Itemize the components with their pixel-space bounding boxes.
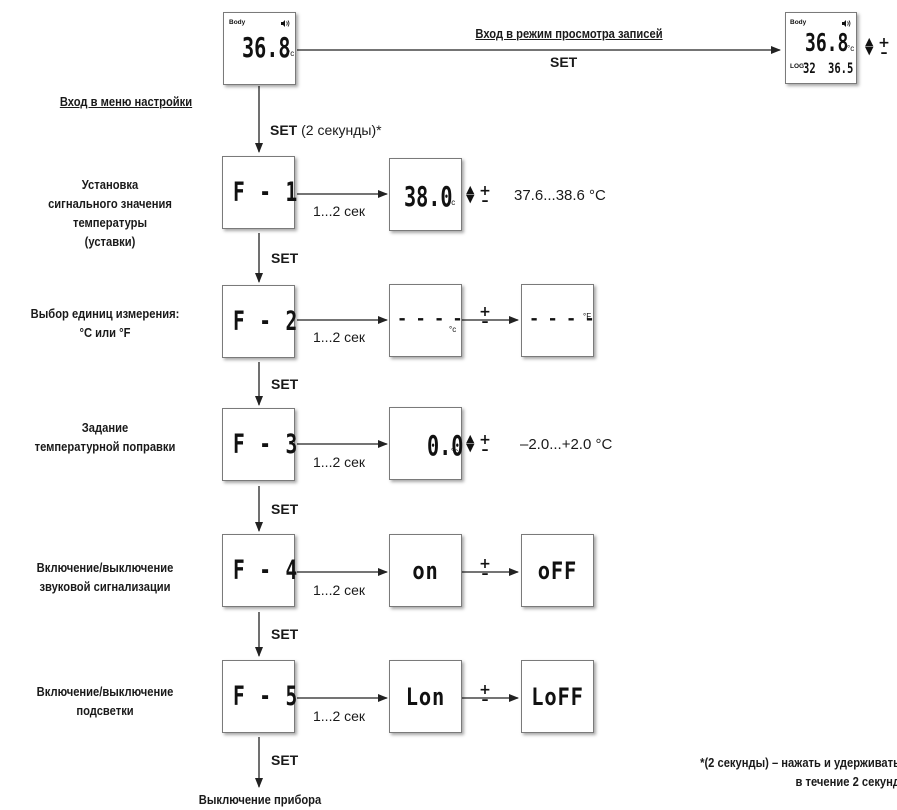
- log-label: LOG: [790, 63, 805, 70]
- step-delay-f4: 1...2 сек: [313, 582, 366, 598]
- step-code-f5: F - 5: [232, 681, 299, 712]
- log-reading: 36.8: [805, 28, 849, 57]
- value-f5: Lon: [405, 683, 446, 711]
- setup-menu-title: Вход в меню настройки: [59, 94, 193, 109]
- f1-plus-minus: + –: [479, 183, 491, 209]
- set-key-f3: SET: [271, 501, 299, 517]
- step-code-f1: F - 1: [232, 177, 299, 208]
- value-unit-f3: °c: [451, 447, 459, 456]
- log-unit: °c: [847, 44, 855, 53]
- up-down-icon: ▲ ▼: [865, 35, 874, 57]
- value-box-f4-alt: oFF: [521, 534, 594, 607]
- f5-plus-minus: + –: [479, 682, 491, 708]
- log-mode-key: SET: [550, 54, 578, 70]
- log-value: 36.5: [828, 61, 854, 77]
- step-box-f5: F - 5: [222, 660, 299, 733]
- value-unit-f2: °c: [449, 325, 457, 334]
- range-f1: 37.6...38.6 °C: [514, 187, 606, 204]
- f3-arrows: ▲ ▼: [466, 432, 475, 454]
- step-delay-f1: 1...2 сек: [313, 203, 366, 219]
- set-key-f4: SET: [271, 626, 299, 642]
- log-index: 32: [803, 61, 816, 77]
- log-nav-arrows: ▲ ▼: [865, 35, 874, 57]
- value-f4: on: [412, 557, 439, 585]
- value-f1: 38.0: [404, 180, 453, 213]
- step-box-f1: F - 1: [222, 156, 299, 229]
- value-f5-alt: LoFF: [531, 683, 584, 711]
- log-body-label: Body: [790, 19, 807, 26]
- up-down-icon: ▲ ▼: [466, 183, 475, 205]
- up-down-icon: ▲ ▼: [466, 432, 475, 454]
- speaker-icon: [281, 20, 290, 27]
- step-box-f4: F - 4: [222, 534, 299, 607]
- display-unit: °c: [287, 49, 295, 58]
- enter-menu-key: SET: [270, 122, 298, 138]
- value-unit-f1: °c: [448, 198, 456, 207]
- value-f2: - - - -: [397, 309, 463, 329]
- final-label: Выключение прибора: [198, 792, 322, 807]
- f3-plus-minus: + –: [479, 432, 491, 458]
- step-box-f3: F - 3: [222, 408, 299, 481]
- value-box-f2-alt: - - - - °F: [521, 284, 595, 357]
- display-log: Body 36.8 °c LOG 32 36.5: [785, 12, 857, 84]
- enter-menu-hold: (2 секунды)*: [297, 122, 382, 138]
- step-delay-f3: 1...2 сек: [313, 454, 366, 470]
- step-delay-f2: 1...2 сек: [313, 329, 366, 345]
- footnote: *(2 секунды) – нажать и удерживать в теч…: [700, 755, 897, 789]
- value-box-f3: 0.0 °c: [389, 407, 464, 480]
- f1-arrows: ▲ ▼: [466, 183, 475, 205]
- step-label-f1: Установка сигнального значения температу…: [48, 177, 172, 249]
- step-code-f2: F - 2: [232, 306, 299, 337]
- display-body-label: Body: [229, 19, 246, 26]
- range-f3: –2.0...+2.0 °C: [520, 436, 613, 453]
- step-label-f5: Включение/выключение подсветки: [36, 684, 174, 718]
- enter-menu-instruction: SET (2 секунды)*: [270, 122, 382, 140]
- value-f4-alt: oFF: [537, 557, 578, 585]
- set-key-f2: SET: [271, 376, 299, 392]
- display-reading: 36.8: [242, 31, 291, 64]
- log-mode-title: Вход в режим просмотра записей: [475, 26, 663, 41]
- step-label-f2: Выбор единиц измерения: °C или °F: [30, 306, 180, 340]
- speaker-icon: [842, 20, 851, 27]
- step-code-f3: F - 3: [232, 429, 299, 460]
- f2-plus-minus: + –: [479, 304, 491, 330]
- display-main: Body 36.8 °c: [223, 12, 296, 85]
- f4-plus-minus: + –: [479, 556, 491, 582]
- value-box-f1: 38.0 °c: [389, 158, 462, 231]
- step-box-f2: F - 2: [222, 285, 299, 358]
- value-box-f4: on: [389, 534, 462, 607]
- value-f2-alt: - - - -: [529, 309, 595, 329]
- step-code-f4: F - 4: [232, 555, 299, 586]
- value-f3: 0.0: [427, 429, 464, 462]
- log-plus-minus: + –: [878, 35, 890, 61]
- step-label-f3: Задание температурной поправки: [34, 420, 176, 454]
- set-key-f5: SET: [271, 752, 299, 768]
- step-label-f4: Включение/выключение звуковой сигнализац…: [36, 560, 174, 594]
- step-delay-f5: 1...2 сек: [313, 708, 366, 724]
- value-unit-f2-alt: °F: [583, 312, 592, 321]
- set-key-f1: SET: [271, 250, 299, 266]
- value-box-f5-alt: LoFF: [521, 660, 594, 733]
- value-box-f2: - - - - °c: [389, 284, 463, 357]
- value-box-f5: Lon: [389, 660, 462, 733]
